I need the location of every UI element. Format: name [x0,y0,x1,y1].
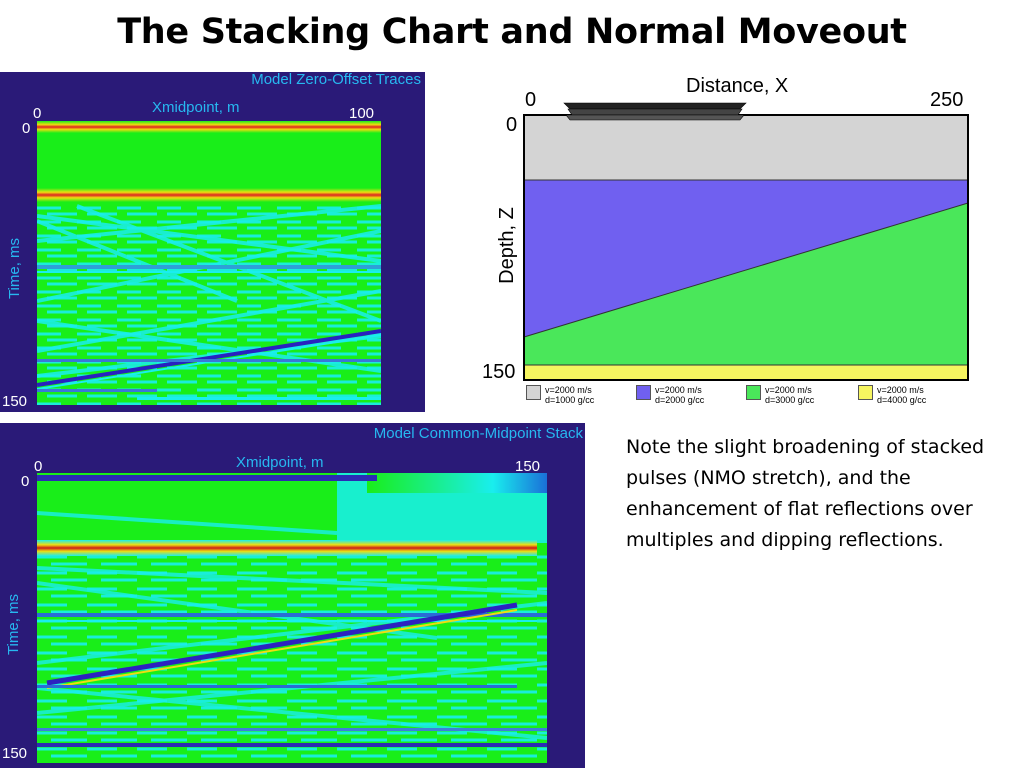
legend-swatch-2 [636,385,651,400]
model-y-label: Depth, Z [495,207,518,284]
cmp-stack-panel: Model Common-Midpoint Stack Xmidpoint, m… [0,423,585,768]
legend-velocity-4: v=2000 m/s [877,385,924,395]
legend-swatch-3 [746,385,761,400]
model-x-label: Distance, X [686,75,789,97]
model-layer-1 [524,115,968,180]
cmp-stack-y-max: 150 [2,745,28,762]
cmp-stack-title: Model Common-Midpoint Stack [373,425,583,442]
model-x-min: 0 [525,89,537,111]
zero-offset-reflector-1 [37,121,381,133]
cmp-stack-x-label: Xmidpoint, m [236,454,324,471]
model-legend: v=2000 m/s d=1000 g/cc v=2000 m/s d=2000… [526,385,966,407]
zero-offset-y-max: 150 [2,393,28,410]
cmp-stack-y-min: 0 [21,473,30,490]
zero-offset-x-max: 100 [349,105,375,122]
model-layer-2 [524,180,968,337]
zero-offset-panel: Model Zero-Offset Traces Xmidpoint, m 0 … [0,71,425,412]
cmp-stack-x-max: 150 [515,458,541,475]
zero-offset-y-label: Time, ms [6,237,24,300]
zero-offset-x-min: 0 [33,105,42,122]
zero-offset-section [37,121,381,405]
zero-offset-dipping-reflector [37,329,381,387]
zero-offset-title: Model Zero-Offset Traces [251,71,421,88]
model-layer-4 [524,365,968,380]
cmp-stack-reflector-2 [37,540,537,556]
note-text: Note the slight broadening of stacked pu… [626,436,985,551]
receiver-array-icon [563,102,747,121]
cmp-stack-dipping-reflector [46,602,518,686]
zero-offset-x-label: Xmidpoint, m [152,99,240,116]
legend-density-4: d=4000 g/cc [877,395,927,405]
legend-density-3: d=3000 g/cc [765,395,815,405]
cmp-stack-x-min: 0 [34,458,43,475]
legend-velocity-3: v=2000 m/s [765,385,812,395]
cmp-stack-section [37,473,547,763]
zero-offset-reflector-2 [37,188,381,202]
legend-velocity-1: v=2000 m/s [545,385,592,395]
cmp-stack-reflector-1 [37,475,377,481]
model-y-max: 150 [482,361,516,383]
model-y-min: 0 [506,114,518,136]
legend-density-2: d=2000 g/cc [655,395,705,405]
model-layer-3 [524,203,968,365]
legend-density-1: d=1000 g/cc [545,395,595,405]
cmp-stack-y-label: Time, ms [5,593,23,656]
legend-swatch-4 [858,385,873,400]
legend-velocity-2: v=2000 m/s [655,385,702,395]
earth-model-diagram [523,102,969,381]
legend-swatch-1 [526,385,541,400]
slide-title: The Stacking Chart and Normal Moveout [117,12,907,52]
model-x-max: 250 [930,89,964,111]
zero-offset-y-min: 0 [22,120,31,137]
